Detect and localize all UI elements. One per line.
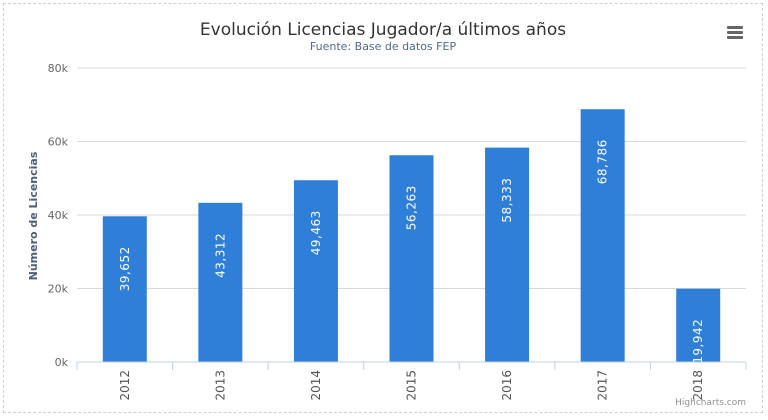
bar[interactable] — [389, 155, 434, 362]
hamburger-menu-icon — [727, 26, 743, 39]
x-tick-label: 2018 — [691, 370, 705, 401]
y-axis-ticks: 0k 20k 40k 60k 80k — [48, 62, 69, 369]
y-tick-label: 60k — [48, 136, 69, 149]
bar-data-label: 68,786 — [596, 139, 610, 184]
bar[interactable] — [580, 109, 625, 362]
x-tick-label: 2015 — [405, 370, 419, 401]
bar-data-label: 56,263 — [405, 185, 419, 230]
bar-data-label: 49,463 — [309, 210, 323, 255]
bar[interactable] — [676, 288, 721, 362]
data-labels: 39,652 43,312 49,463 56,263 58,333 68,786 19,9… — [118, 139, 705, 364]
x-tick-label: 2017 — [596, 370, 610, 401]
bar-data-label: 19,942 — [691, 319, 705, 364]
bar-data-label: 39,652 — [118, 246, 132, 291]
menu-button[interactable] — [722, 22, 746, 42]
bars — [102, 109, 721, 362]
x-tick-label: 2012 — [118, 370, 132, 401]
y-tick-label: 80k — [48, 62, 69, 75]
y-tick-label: 40k — [48, 209, 69, 222]
bar-data-label: 43,312 — [213, 233, 227, 278]
y-tick-label: 0k — [55, 356, 69, 369]
bar[interactable] — [485, 147, 530, 362]
x-tick-label: 2016 — [500, 370, 514, 401]
x-axis-ticks: 2012 2013 2014 2015 2016 2017 2018 — [76, 361, 747, 401]
bar-data-label: 58,333 — [500, 178, 514, 223]
chart-title: Evolución Licencias Jugador/a últimos añ… — [200, 20, 566, 40]
x-tick-label: 2014 — [309, 370, 323, 401]
x-tick-label: 2013 — [213, 370, 227, 401]
y-axis-label: Número de Licencias — [27, 151, 40, 280]
bar[interactable] — [198, 202, 243, 362]
bar[interactable] — [102, 216, 147, 362]
chart-subtitle: Fuente: Base de datos FEP — [310, 40, 457, 53]
credits-link[interactable]: Highcharts.com — [675, 398, 746, 408]
y-tick-label: 20k — [48, 283, 69, 296]
bar[interactable] — [293, 180, 338, 362]
